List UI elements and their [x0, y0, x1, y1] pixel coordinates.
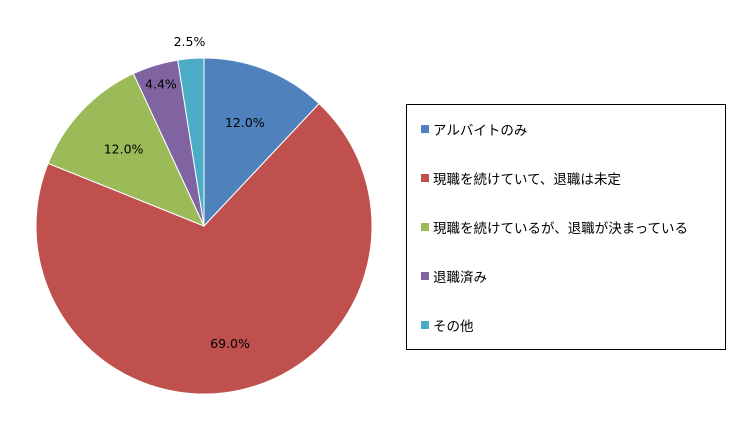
legend-swatch [421, 174, 429, 182]
data-label: 69.0% [210, 336, 250, 351]
legend-swatch [421, 321, 429, 329]
slice-part-time [203, 57, 320, 228]
slice-employed-retiring [47, 72, 205, 227]
legend-item-employed-undecided: 現職を続けていて、退職は未定 [421, 168, 621, 188]
legend-label: 退職済み [433, 270, 487, 286]
legend-item-retired: 退職済み [421, 266, 487, 286]
legend-item-other: その他 [421, 315, 474, 335]
legend-item-part-time: アルバイトのみ [421, 119, 527, 139]
legend-swatch [421, 272, 429, 280]
data-label: 4.4% [145, 77, 177, 92]
legend-item-employed-retiring: 現職を続けているが、退職が決まっている [421, 217, 688, 237]
data-label: 12.0% [225, 115, 265, 130]
slice-employed-undecided [35, 102, 373, 395]
legend-label: 現職を続けているが、退職が決まっている [433, 221, 689, 237]
legend-swatch [421, 125, 429, 133]
pie-data-labels: 12.0% 69.0% 12.0% 4.4% 2.5% [104, 34, 265, 351]
data-label: 2.5% [174, 34, 206, 49]
slice-other [177, 57, 205, 227]
legend-label: アルバイトのみ [433, 123, 528, 139]
legend: アルバイトのみ 現職を続けていて、退職は未定 現職を続けているが、退職が決まって… [406, 104, 726, 350]
pie-slices [35, 57, 373, 395]
data-label: 12.0% [104, 142, 144, 157]
legend-label: その他 [433, 319, 474, 335]
legend-label: 現職を続けていて、退職は未定 [433, 172, 621, 188]
legend-swatch [421, 223, 429, 231]
